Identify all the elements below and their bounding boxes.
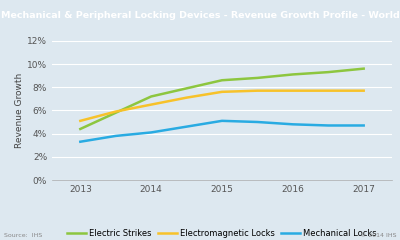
- Legend: Electric Strikes, Electromagnetic Locks, Mechanical Locks: Electric Strikes, Electromagnetic Locks,…: [64, 226, 380, 240]
- Mechanical Locks: [255, 120, 260, 123]
- Electromagnetic Locks: [78, 120, 83, 122]
- Electric Strikes: [149, 95, 154, 98]
- Electromagnetic Locks: [220, 90, 224, 93]
- Electromagnetic Locks: [361, 89, 366, 92]
- Electric Strikes: [220, 79, 224, 82]
- Electric Strikes: [290, 73, 295, 76]
- Electromagnetic Locks: [255, 89, 260, 92]
- Electric Strikes: [184, 87, 189, 90]
- Text: Mechanical & Peripheral Locking Devices - Revenue Growth Profile - World: Mechanical & Peripheral Locking Devices …: [1, 11, 399, 20]
- Electric Strikes: [78, 127, 83, 130]
- Electromagnetic Locks: [326, 89, 331, 92]
- Mechanical Locks: [113, 134, 118, 137]
- Mechanical Locks: [184, 125, 189, 128]
- Electromagnetic Locks: [290, 89, 295, 92]
- Electromagnetic Locks: [149, 103, 154, 106]
- Electric Strikes: [113, 111, 118, 114]
- Text: Source:  IHS: Source: IHS: [4, 233, 42, 238]
- Mechanical Locks: [149, 131, 154, 134]
- Mechanical Locks: [326, 124, 331, 127]
- Line: Electric Strikes: Electric Strikes: [80, 69, 364, 129]
- Line: Electromagnetic Locks: Electromagnetic Locks: [80, 91, 364, 121]
- Mechanical Locks: [290, 123, 295, 126]
- Electromagnetic Locks: [113, 110, 118, 113]
- Mechanical Locks: [78, 140, 83, 143]
- Electric Strikes: [326, 71, 331, 73]
- Electric Strikes: [255, 77, 260, 79]
- Line: Mechanical Locks: Mechanical Locks: [80, 121, 364, 142]
- Electric Strikes: [361, 67, 366, 70]
- Mechanical Locks: [220, 120, 224, 122]
- Mechanical Locks: [361, 124, 366, 127]
- Text: © 2014 IHS: © 2014 IHS: [360, 233, 396, 238]
- Y-axis label: Revenue Growth: Revenue Growth: [15, 73, 24, 148]
- Electromagnetic Locks: [184, 96, 189, 99]
